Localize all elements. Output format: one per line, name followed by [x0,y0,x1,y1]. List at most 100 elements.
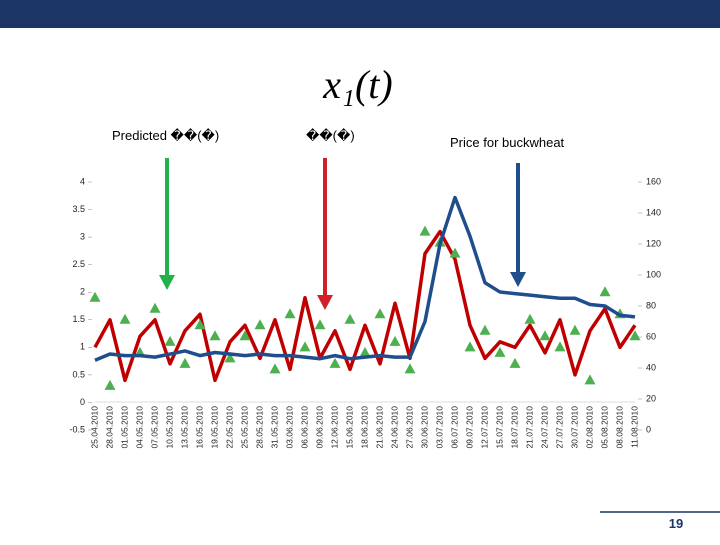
x-tick-label: 28.05.2010 [254,406,264,449]
y-tick-label: 0.5 [72,369,85,379]
marker [254,319,266,330]
y2-tick-label: 60 [646,331,656,341]
y-tick-label: 4 [80,176,85,186]
y2-tick-label: 140 [646,207,661,217]
x-tick-label: 30.06.2010 [419,406,429,449]
x-tick-label: 13.05.2010 [179,406,189,449]
y-tick-label: 1.5 [72,314,85,324]
x-tick-label: 10.05.2010 [164,406,174,449]
marker [119,313,131,324]
annotation: Price for buckwheat [450,135,565,150]
arrow-head [317,295,333,310]
page-number: 19 [669,516,683,531]
marker [524,313,536,324]
y2-tick-label: 80 [646,300,656,310]
marker [359,346,371,357]
series-line [93,229,637,383]
x-tick-label: 27.07.2010 [554,406,564,449]
plot: -0.500.511.522.533.540204060801001201401… [69,176,661,448]
marker [104,379,116,390]
marker [404,363,416,374]
marker [149,302,161,313]
x-tick-label: 04.05.2010 [134,406,144,449]
marker [599,286,611,297]
y-tick-label: 3 [80,231,85,241]
x-tick-label: 15.07.2010 [494,406,504,449]
x-tick-label: 18.06.2010 [359,406,369,449]
marker [419,225,431,236]
marker [569,324,581,335]
marker [179,357,191,368]
marker [629,330,641,341]
marker [449,247,461,258]
x-tick-label: 09.06.2010 [314,406,324,449]
marker [584,374,596,385]
annotation: ��(�) [306,128,355,143]
y2-tick-label: 40 [646,362,656,372]
y2-tick-label: 0 [646,424,651,434]
marker [269,363,281,374]
y-tick-label: 0 [80,397,85,407]
y2-tick-label: 100 [646,269,661,279]
slide-title: x₁(t) [322,62,392,107]
arrows [159,158,526,310]
x-tick-label: 12.07.2010 [479,406,489,449]
x-tick-label: 21.07.2010 [524,406,534,449]
marker [344,313,356,324]
y2-tick-label: 20 [646,393,656,403]
x-tick-label: 01.05.2010 [119,406,129,449]
marker [329,357,341,368]
x-tick-label: 24.07.2010 [539,406,549,449]
x-tick-label: 21.06.2010 [374,406,384,449]
marker [509,357,521,368]
x-tick-label: 11.08.2010 [629,406,639,448]
arrow-head [159,275,175,290]
x-tick-label: 09.07.2010 [464,406,474,449]
x-tick-label: 18.07.2010 [509,406,519,449]
x-tick-label: 28.04.2010 [104,406,114,449]
marker [299,341,311,352]
x-tick-label: 27.06.2010 [404,406,414,449]
marker [239,330,251,341]
marker [224,352,236,363]
y-tick-label: 2 [80,287,85,297]
x-tick-label: 22.05.2010 [224,406,234,449]
y-tick-label: 3.5 [72,204,85,214]
x-tick-label: 03.07.2010 [434,406,444,449]
x-tick-label: 24.06.2010 [389,406,399,449]
marker [539,330,551,341]
series-line [94,195,636,362]
annotation: Predicted ��(�) [112,128,219,143]
marker [314,319,326,330]
marker [374,308,386,319]
x-tick-label: 07.05.2010 [149,406,159,449]
marker [494,346,506,357]
x-tick-label: 06.06.2010 [299,406,309,449]
x-tick-label: 19.05.2010 [209,406,219,449]
x-tick-label: 25.04.2010 [89,406,99,449]
marker [284,308,296,319]
x-tick-label: 31.05.2010 [269,406,279,449]
marker [479,324,491,335]
x-tick-label: 08.08.2010 [614,406,624,449]
marker [89,291,101,302]
x-tick-label: 15.06.2010 [344,406,354,449]
header-bar [0,0,720,28]
x-tick-label: 12.06.2010 [329,406,339,449]
x-tick-label: 03.06.2010 [284,406,294,449]
y-tick-label: -0.5 [69,424,85,434]
marker [389,335,401,346]
x-tick-label: 25.05.2010 [239,406,249,449]
y-tick-label: 2.5 [72,259,85,269]
marker [194,319,206,330]
x-tick-label: 06.07.2010 [449,406,459,449]
marker [554,341,566,352]
y2-tick-label: 160 [646,176,661,186]
x-tick-label: 30.07.2010 [569,406,579,449]
marker [209,330,221,341]
marker [464,341,476,352]
marker [164,335,176,346]
x-tick-label: 05.08.2010 [599,406,609,449]
